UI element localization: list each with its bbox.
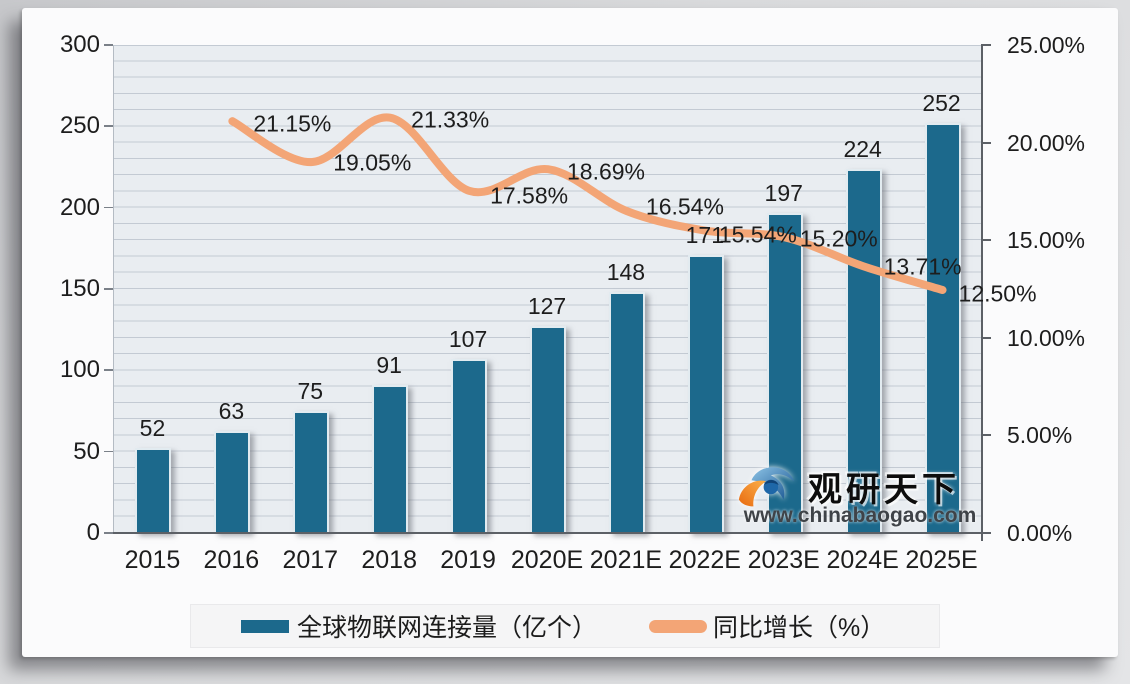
- bar: [845, 168, 882, 533]
- x-axis-category-label: 2020E: [510, 546, 584, 574]
- growth-line: [228, 113, 947, 294]
- y-axis-right-tick-label: 5.00%: [1007, 422, 1073, 449]
- x-axis-category-label: 2022E: [668, 546, 741, 574]
- y-axis-left-tick: [104, 532, 113, 534]
- y-axis-right-tick-label: 0.00%: [1007, 520, 1073, 546]
- y-axis-right-tick: [981, 44, 991, 46]
- bar: [530, 326, 566, 533]
- bar: [372, 384, 409, 533]
- watermark: 观研天下 www.chinabaogao.com: [726, 452, 992, 532]
- y-axis-right-tick-label: 15.00%: [1007, 227, 1086, 254]
- y-axis-left-tick: [104, 44, 113, 46]
- plot-area: [113, 45, 981, 533]
- y-axis-right-tick-label: 20.00%: [1007, 129, 1086, 156]
- legend-line-label: 同比增长（%）: [713, 614, 886, 642]
- y-axis-left-tick-label: 0: [86, 519, 100, 546]
- bar: [451, 358, 488, 533]
- y-axis-right-tick: [981, 532, 991, 534]
- bar: [687, 254, 724, 533]
- x-axis-category-label: 2025E: [905, 546, 978, 574]
- x-axis-line: [105, 532, 989, 534]
- y-axis-left-tick: [104, 125, 113, 127]
- watermark-url: www.chinabaogao.com: [743, 504, 977, 527]
- x-axis-category-label: 2016: [203, 546, 260, 574]
- y-axis-left-tick: [104, 288, 113, 290]
- bar: [608, 292, 645, 533]
- y-axis-left-tick-label: 300: [59, 31, 100, 58]
- y-axis-left-tick-label: 100: [59, 356, 100, 384]
- legend: 全球物联网连接量（亿个） 同比增长（%）: [190, 604, 940, 648]
- growth-line-layer: [228, 113, 947, 294]
- y-axis-left-tick-label: 50: [73, 437, 100, 465]
- x-axis-category-label: 2018: [361, 546, 417, 574]
- x-axis-category-label: 2023E: [747, 546, 820, 574]
- watermark-brand-text: 观研天下: [808, 471, 960, 509]
- x-axis-category-label: 2019: [440, 546, 496, 574]
- y-axis-left-tick: [104, 450, 113, 453]
- bar: [924, 123, 961, 533]
- bar: [135, 448, 172, 533]
- y-axis-right-tick: [981, 336, 991, 339]
- bar-series-swatch: [241, 619, 289, 633]
- x-axis-category-label: 2017: [282, 546, 339, 574]
- line-series-swatch: [649, 619, 708, 633]
- legend-item-bar: 全球物联网连接量（亿个）: [241, 608, 597, 644]
- y-axis-right-tick: [981, 141, 991, 144]
- y-axis-right-tick-label: 25.00%: [1007, 32, 1086, 58]
- y-axis-left-tick-label: 150: [59, 275, 100, 302]
- bar: [214, 430, 251, 533]
- legend-bar-label: 全球物联网连接量（亿个）: [297, 614, 598, 642]
- y-axis-left-tick-label: 250: [59, 112, 100, 140]
- x-axis-category-label: 2024E: [826, 546, 899, 574]
- watermark-logo-icon: [738, 467, 795, 507]
- y-axis-right-tick: [981, 239, 991, 242]
- y-axis-right-line: [981, 45, 983, 541]
- y-axis-right-tick: [981, 434, 991, 437]
- y-axis-left-tick-label: 200: [59, 193, 100, 221]
- x-axis-category-label: 2015: [124, 546, 181, 574]
- legend-item-line: 同比增长（%）: [597, 608, 885, 644]
- y-axis-right-tick-label: 10.00%: [1007, 324, 1086, 351]
- y-axis-left-tick: [104, 369, 113, 371]
- bar: [293, 411, 330, 533]
- y-axis-left-tick: [104, 206, 113, 209]
- x-axis-category-label: 2021E: [589, 546, 663, 574]
